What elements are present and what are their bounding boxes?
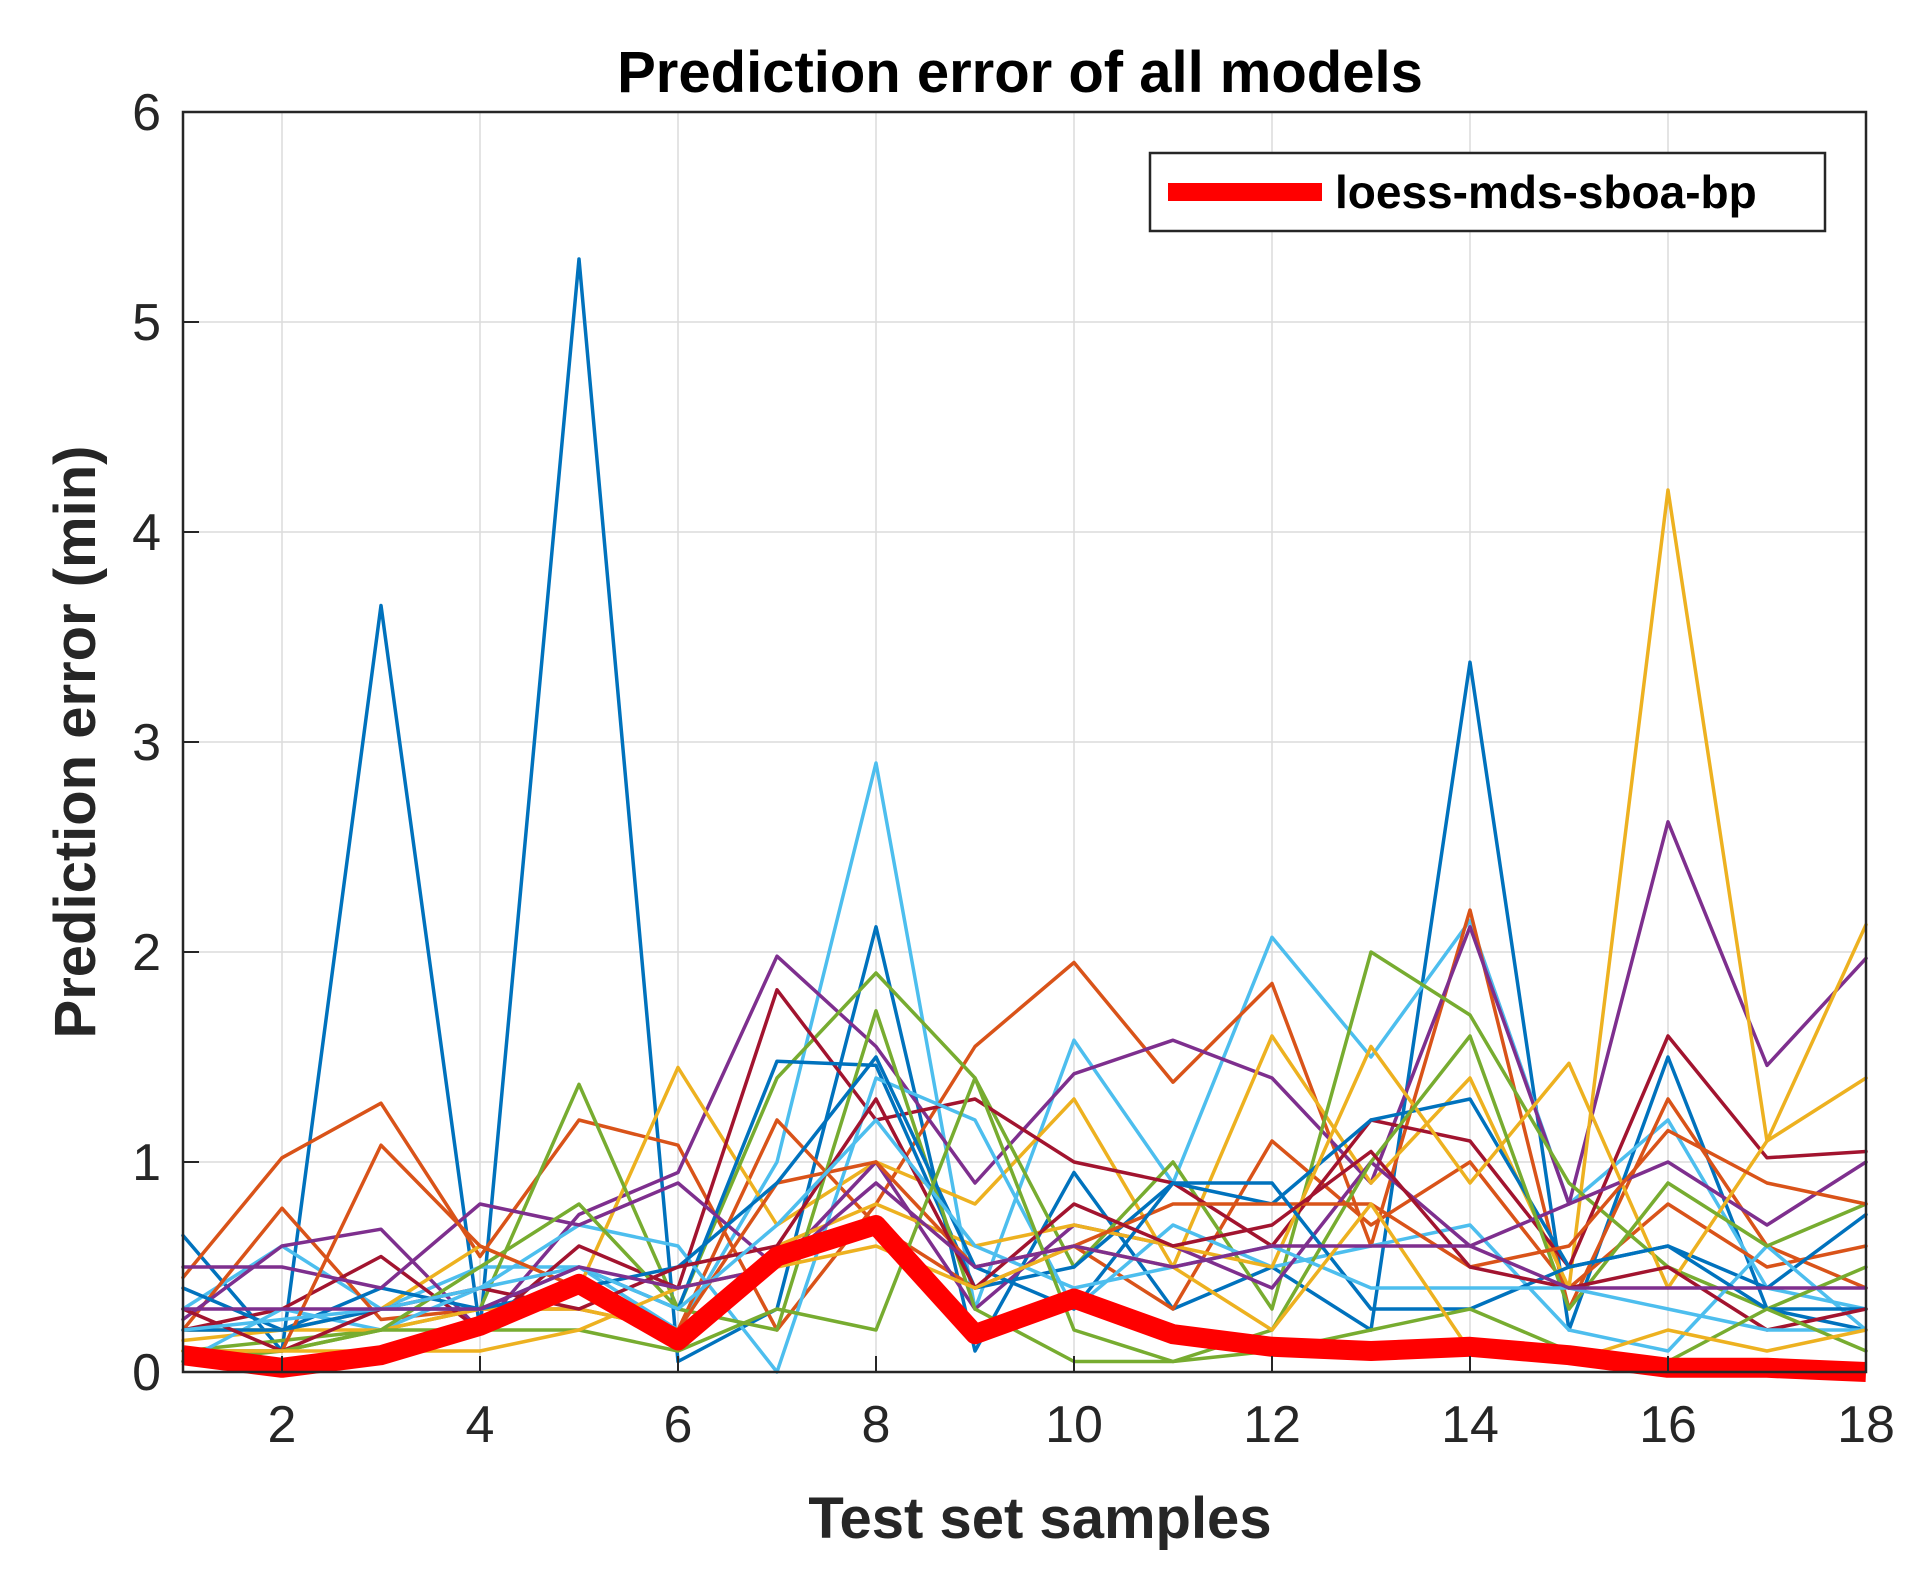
y-axis-title: Prediction error (min) [43,446,108,1039]
x-tick-label: 12 [1243,1396,1301,1454]
y-tick-label: 6 [132,84,161,142]
x-tick-label: 8 [862,1396,891,1454]
y-tick-label: 1 [132,1134,161,1192]
highlight-series-line [181,1215,1867,1382]
legend-entry-label: loess-mds-sboa-bp [1335,166,1757,218]
series-line-20 [181,1181,1868,1311]
x-tick-label: 14 [1441,1396,1499,1454]
y-tick-label: 4 [132,504,161,562]
y-tick-label: 0 [132,1344,161,1402]
series-line-10 [181,1076,1868,1374]
chart-title: Prediction error of all models [617,40,1423,105]
y-tick-label: 5 [132,294,161,352]
y-tick-label: 3 [132,714,161,772]
x-tick-label: 18 [1837,1396,1895,1454]
x-tick-label: 10 [1045,1396,1103,1454]
x-tick-label: 16 [1639,1396,1697,1454]
legend: loess-mds-sboa-bp [1148,151,1827,233]
series-line-6 [181,488,1868,1343]
x-axis-title: Test set samples [808,1486,1271,1551]
y-tick-label: 2 [132,924,161,982]
x-tick-label: 2 [268,1396,297,1454]
x-tick-label: 4 [466,1396,495,1454]
series-line-12 [181,1044,1868,1332]
highlight-series [181,1215,1867,1382]
x-tick-label: 6 [664,1396,693,1454]
